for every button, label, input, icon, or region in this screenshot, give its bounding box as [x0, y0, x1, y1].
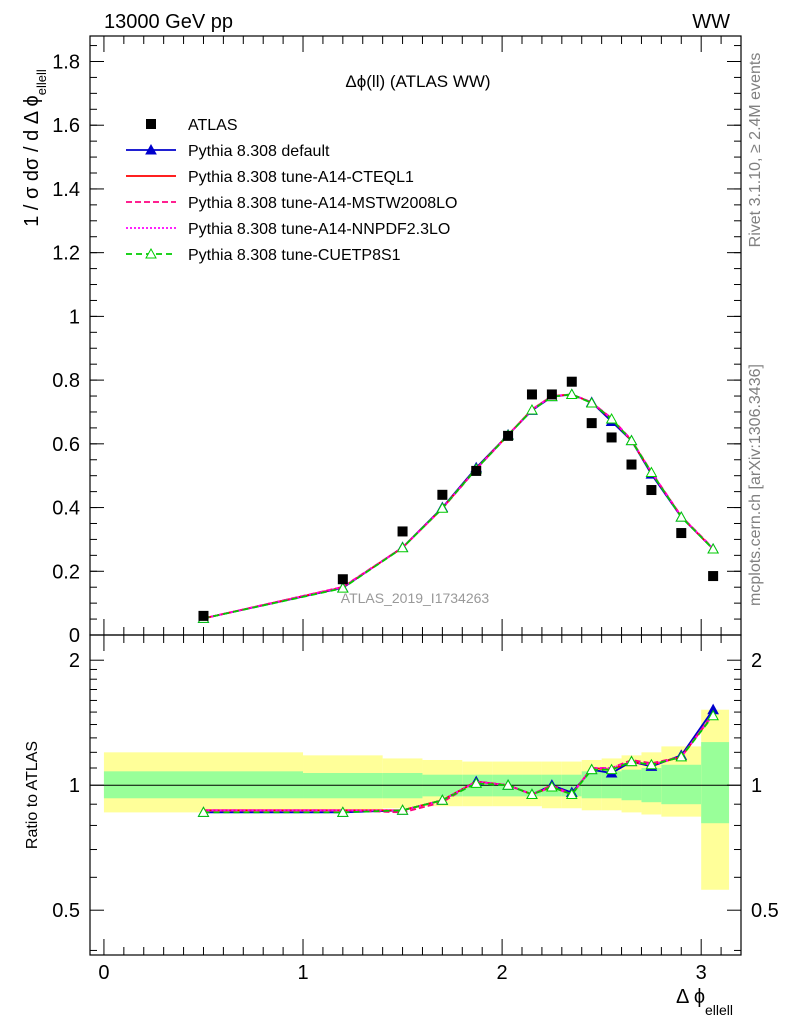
main-plot-area: 0 0.2 0.4 0.6 0.8 1 1.2 1.4 1.6 1.8 [52, 35, 742, 647]
data-point [526, 389, 537, 400]
series-marker [396, 541, 409, 553]
y-tick-label: 0.8 [52, 370, 80, 392]
x-axis-label: Δ ϕellell [676, 986, 733, 1018]
y-tick-label: 1.8 [52, 51, 80, 73]
data-point [626, 459, 637, 470]
series-marker [436, 794, 449, 805]
legend-label: Pythia 8.308 tune-A14-MSTW2008LO [188, 195, 457, 212]
series-marker [605, 763, 618, 775]
legend-marker-data [146, 119, 156, 129]
legend-marker [145, 143, 157, 155]
series-marker [645, 758, 658, 770]
x-tick-label: 3 [696, 962, 707, 984]
y-axis-label-sub: ellell [34, 69, 49, 95]
series-marker [197, 806, 210, 817]
data-point [566, 376, 577, 387]
series-marker [675, 511, 688, 522]
ratio-tick-label-right: 1 [751, 775, 762, 797]
legend-label: Pythia 8.308 default [188, 143, 330, 160]
ratio-tick-label-right: 2 [751, 650, 762, 672]
ratio-tick-label: 1 [69, 775, 80, 797]
series-line [203, 393, 714, 620]
series-marker [625, 755, 638, 767]
data-point [198, 610, 209, 621]
series-line [203, 712, 714, 814]
data-point [676, 528, 687, 539]
ratio-tick-label: 2 [69, 650, 80, 672]
series-marker [546, 780, 558, 792]
series-line [203, 393, 714, 620]
rivet-version-label: Rivet 3.1.10, ≥ 2.4M events [747, 53, 764, 248]
legend-label-data: ATLAS [188, 117, 238, 134]
ratio-axis-label: Ratio to ATLAS [24, 741, 41, 849]
data-point [437, 489, 448, 500]
series-marker [605, 412, 618, 424]
series-marker [707, 709, 719, 721]
data-point [397, 526, 408, 537]
series-marker [502, 779, 514, 790]
ratio-plot-area: 0 1 2 3 0.5 0.5 1 1 2 2 [52, 634, 779, 984]
series-marker [675, 750, 688, 762]
y-tick-label: 0.2 [52, 561, 80, 583]
legend-label: Pythia 8.308 tune-A14-CTEQL1 [188, 169, 414, 186]
series-marker [645, 466, 658, 478]
series-marker [336, 582, 349, 593]
y-axis-label-main: 1 / σ dσ / d Δ ϕ [21, 95, 43, 227]
series-line [203, 393, 714, 620]
ratio-band-inner [701, 742, 730, 824]
legend-marker [145, 247, 157, 259]
watermark: ATLAS_2019_I1734263 [341, 590, 490, 606]
y-axis-label: 1 / σ dσ / d Δ ϕellell [21, 69, 49, 227]
legend: ATLAS Pythia 8.308 default Pythia 8.308 tu… [126, 117, 457, 264]
data-point [503, 430, 514, 441]
series-marker [526, 404, 538, 415]
data-point [337, 574, 348, 585]
series-marker [526, 788, 538, 799]
series-marker [585, 397, 598, 408]
y-tick-label: 0 [69, 625, 80, 647]
y-tick-label: 1 [69, 306, 80, 328]
mcplots-label: mcplots.cern.ch [arXiv:1306.3436] [747, 364, 764, 606]
y-tick-label: 0.6 [52, 434, 80, 456]
series-line [203, 393, 714, 620]
header-right: WW [692, 11, 730, 33]
data-point [586, 418, 597, 429]
chart-title: Δϕ(ll) (ATLAS WW) [345, 72, 490, 91]
y-tick-label: 0.4 [52, 498, 80, 520]
ratio-band-inner [661, 764, 702, 805]
ratio-frame [89, 634, 742, 956]
data-point [606, 432, 617, 443]
x-axis-label-sub: ellell [705, 1002, 733, 1018]
y-tick-label: 1.2 [52, 243, 80, 265]
x-axis-label-main: Δ ϕ [676, 986, 705, 1008]
y-tick-label: 1.4 [52, 179, 80, 201]
legend-label: Pythia 8.308 tune-CUETP8S1 [188, 247, 401, 264]
series-marker [585, 763, 598, 775]
data-point [646, 485, 657, 496]
data-point [471, 465, 482, 476]
series-marker [565, 788, 578, 799]
header-left: 13000 GeV pp [104, 11, 233, 33]
series-marker [396, 804, 409, 815]
series-marker [470, 777, 483, 788]
series-marker [707, 542, 719, 554]
series-line [203, 715, 714, 814]
y-tick-label: 1.6 [52, 115, 80, 137]
x-tick-label: 2 [497, 962, 508, 984]
series-line [203, 393, 714, 620]
series-marker [565, 388, 578, 399]
series-marker [436, 502, 449, 513]
data-point [708, 571, 719, 582]
ratio-tick-label: 0.5 [52, 900, 80, 922]
legend-label: Pythia 8.308 tune-A14-NNPDF2.3LO [188, 221, 450, 238]
x-tick-label: 0 [98, 962, 109, 984]
ratio-tick-label-right: 0.5 [751, 900, 779, 922]
data-point [546, 389, 557, 400]
x-tick-label: 1 [297, 962, 308, 984]
series-marker [336, 806, 349, 817]
series-marker [625, 434, 638, 446]
